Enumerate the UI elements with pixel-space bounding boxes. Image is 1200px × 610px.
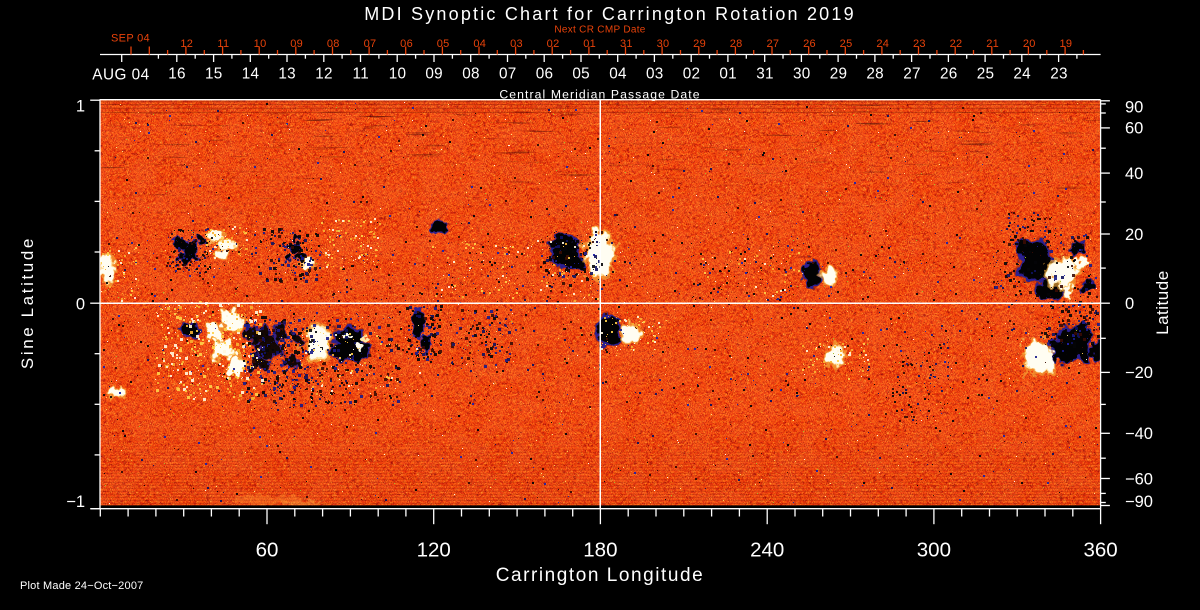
svg-text:AUG 04: AUG 04 xyxy=(92,67,149,84)
svg-text:25: 25 xyxy=(977,66,995,83)
svg-text:MDI Synoptic Chart for Carring: MDI Synoptic Chart for Carrington Rotati… xyxy=(364,4,856,24)
svg-text:−1: −1 xyxy=(66,493,85,511)
svg-text:29: 29 xyxy=(693,38,706,50)
svg-text:90: 90 xyxy=(1125,98,1143,116)
svg-text:05: 05 xyxy=(437,38,450,50)
svg-text:60: 60 xyxy=(256,539,279,562)
svg-text:Next CR CMP Date: Next CR CMP Date xyxy=(554,25,645,36)
svg-text:03: 03 xyxy=(646,66,664,83)
svg-text:31: 31 xyxy=(756,66,774,83)
svg-text:SEP 04: SEP 04 xyxy=(111,33,150,45)
svg-text:13: 13 xyxy=(278,66,296,83)
svg-text:180: 180 xyxy=(583,539,617,562)
svg-text:26: 26 xyxy=(803,38,816,50)
svg-text:20: 20 xyxy=(1023,38,1036,50)
svg-text:29: 29 xyxy=(830,66,848,83)
svg-text:−60: −60 xyxy=(1125,470,1153,488)
svg-text:06: 06 xyxy=(536,66,554,83)
svg-text:10: 10 xyxy=(254,38,267,50)
svg-text:04: 04 xyxy=(473,38,486,50)
svg-text:24: 24 xyxy=(1013,66,1031,83)
svg-text:07: 07 xyxy=(364,38,377,50)
svg-text:300: 300 xyxy=(917,539,951,562)
svg-text:1: 1 xyxy=(76,98,85,116)
svg-text:19: 19 xyxy=(1059,38,1072,50)
svg-text:03: 03 xyxy=(510,38,523,50)
svg-text:−40: −40 xyxy=(1125,425,1153,443)
svg-text:04: 04 xyxy=(609,66,627,83)
svg-text:09: 09 xyxy=(290,38,303,50)
svg-text:23: 23 xyxy=(1050,66,1068,83)
svg-text:60: 60 xyxy=(1125,120,1143,138)
svg-text:21: 21 xyxy=(986,38,999,50)
svg-text:07: 07 xyxy=(499,66,517,83)
svg-text:11: 11 xyxy=(353,66,369,83)
svg-text:09: 09 xyxy=(425,66,443,83)
svg-text:28: 28 xyxy=(866,66,884,83)
svg-text:05: 05 xyxy=(572,66,590,83)
svg-text:24: 24 xyxy=(876,38,889,50)
svg-text:30: 30 xyxy=(657,38,670,50)
svg-text:0: 0 xyxy=(1125,295,1134,313)
svg-text:Latitude: Latitude xyxy=(1153,270,1172,335)
svg-text:06: 06 xyxy=(400,38,413,50)
svg-text:26: 26 xyxy=(940,66,958,83)
svg-text:01: 01 xyxy=(583,38,596,50)
svg-text:30: 30 xyxy=(793,66,811,83)
svg-text:12: 12 xyxy=(180,38,193,50)
svg-text:08: 08 xyxy=(462,66,480,83)
svg-text:27: 27 xyxy=(903,66,921,83)
svg-text:240: 240 xyxy=(750,539,784,562)
svg-text:120: 120 xyxy=(417,539,451,562)
svg-text:28: 28 xyxy=(730,38,743,50)
svg-text:08: 08 xyxy=(327,38,340,50)
svg-text:14: 14 xyxy=(242,66,260,83)
svg-text:16: 16 xyxy=(168,66,186,83)
svg-text:20: 20 xyxy=(1125,226,1143,244)
svg-text:−90: −90 xyxy=(1125,493,1153,511)
svg-text:0: 0 xyxy=(76,296,85,314)
svg-text:Carrington Longitude: Carrington Longitude xyxy=(496,565,704,586)
svg-text:23: 23 xyxy=(913,38,926,50)
svg-text:Plot Made 24−Oct−2007: Plot Made 24−Oct−2007 xyxy=(20,580,143,592)
svg-text:Sine Latitude: Sine Latitude xyxy=(18,236,37,369)
svg-text:−20: −20 xyxy=(1125,364,1153,382)
svg-text:12: 12 xyxy=(315,66,333,83)
svg-text:27: 27 xyxy=(766,38,779,50)
svg-text:11: 11 xyxy=(217,38,229,50)
svg-text:31: 31 xyxy=(620,38,633,50)
svg-text:02: 02 xyxy=(547,38,560,50)
svg-text:40: 40 xyxy=(1125,165,1143,183)
svg-text:360: 360 xyxy=(1083,539,1117,562)
svg-text:15: 15 xyxy=(205,66,223,83)
svg-text:01: 01 xyxy=(719,66,737,83)
svg-text:10: 10 xyxy=(389,66,407,83)
svg-text:02: 02 xyxy=(683,66,701,83)
svg-text:22: 22 xyxy=(950,38,963,50)
svg-text:25: 25 xyxy=(840,38,853,50)
svg-text:Central Meridian Passage Date: Central Meridian Passage Date xyxy=(499,88,700,102)
